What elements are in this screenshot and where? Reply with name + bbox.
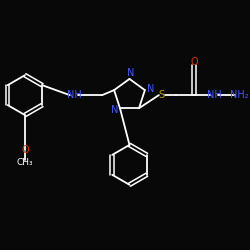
Text: O: O [21,145,29,155]
Text: NH₂: NH₂ [230,90,248,100]
Text: O: O [190,57,198,67]
Text: S: S [159,90,165,100]
Text: CH₃: CH₃ [16,158,33,167]
Text: N: N [127,68,134,78]
Text: NH: NH [67,90,82,100]
Text: N: N [147,84,154,94]
Text: N: N [111,105,118,115]
Text: NH: NH [207,90,222,100]
